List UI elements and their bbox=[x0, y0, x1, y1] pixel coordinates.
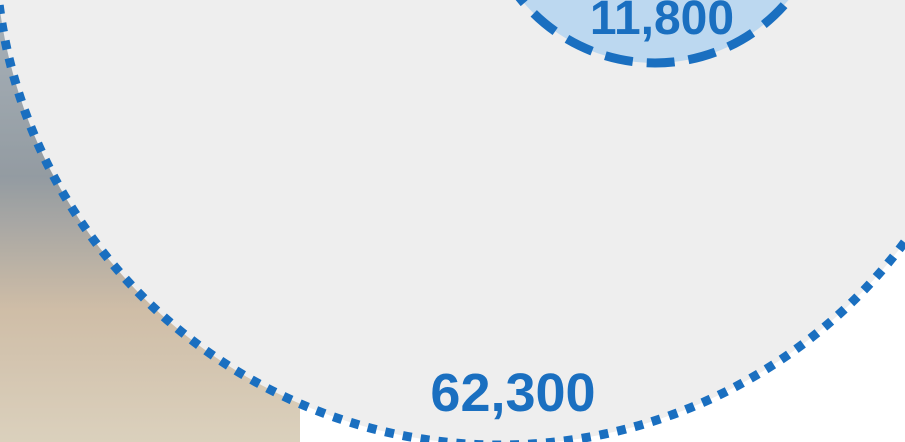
infographic: 62,300 11,800 bbox=[0, 0, 905, 442]
small-bubble-label: 11,800 bbox=[590, 0, 734, 45]
large-bubble-label: 62,300 bbox=[430, 363, 595, 423]
